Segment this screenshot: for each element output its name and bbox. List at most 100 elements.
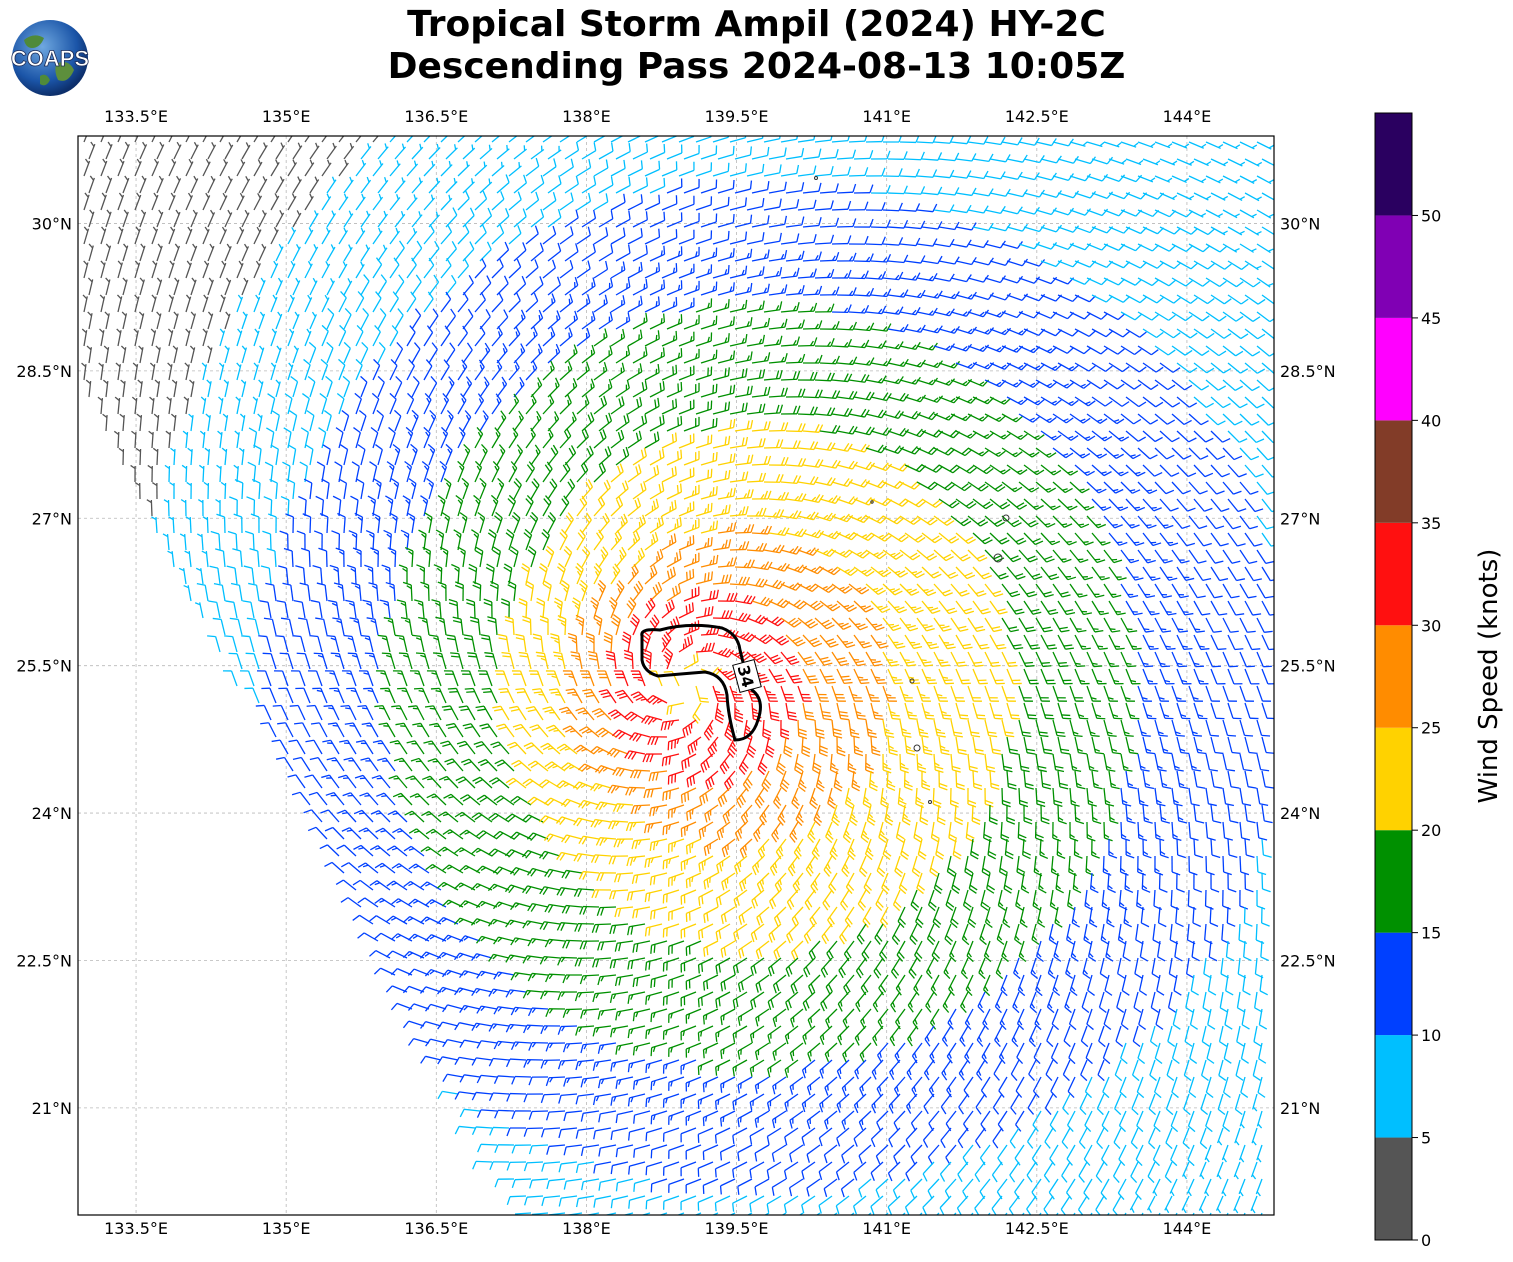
wind-barb: [462, 207, 475, 228]
wind-barb: [1147, 1195, 1156, 1214]
wind-barb: [695, 537, 713, 551]
wind-barb: [1086, 277, 1109, 286]
wind-barb: [185, 260, 192, 279]
wind-barb: [477, 511, 486, 534]
wind-barb: [1256, 209, 1274, 219]
wind-barb: [576, 260, 591, 279]
wind-barb: [945, 1110, 957, 1132]
wind-barb: [522, 778, 544, 789]
wind-barb: [712, 367, 730, 381]
wind-barb: [1120, 481, 1141, 494]
wind-barb: [662, 889, 680, 904]
wind-barb: [697, 923, 714, 940]
wind-barb: [1120, 685, 1135, 702]
wind-barb: [734, 632, 757, 643]
wind-barb: [1171, 685, 1186, 702]
wind-barb: [1137, 209, 1160, 218]
wind-barb: [1193, 600, 1211, 616]
wind-barb: [1040, 362, 1062, 372]
wind-barb: [941, 1059, 952, 1081]
wind-barb: [1159, 838, 1169, 859]
wind-barb: [766, 1161, 782, 1179]
wind-barb: [763, 651, 784, 665]
wind-barb: [921, 668, 938, 685]
wind-barb: [1244, 668, 1260, 685]
wind-barb: [836, 736, 846, 757]
wind-barb: [187, 447, 193, 466]
wind-barb: [650, 1144, 668, 1159]
wind-barb: [1052, 821, 1062, 842]
wind-barb: [596, 872, 617, 882]
wind-barb: [1137, 821, 1148, 842]
wind-barb: [305, 739, 323, 755]
wind-barb: [1001, 617, 1019, 633]
wind-barb: [371, 512, 381, 534]
wind-barb: [780, 475, 802, 485]
wind-barb: [1188, 481, 1208, 495]
wind-barb: [1074, 634, 1091, 650]
wind-barb: [908, 957, 918, 979]
wind-barb: [1239, 617, 1256, 633]
wind-barb: [734, 489, 754, 500]
wind-barb: [632, 312, 648, 330]
wind-barb: [972, 464, 994, 475]
wind-barb: [428, 177, 441, 194]
wind-barb: [1193, 498, 1213, 512]
wind-barb: [715, 923, 731, 941]
wind-barb: [430, 687, 447, 704]
wind-barb: [721, 872, 736, 891]
wind-barb: [831, 373, 853, 383]
wind-barb: [574, 957, 595, 967]
wind-barb: [912, 1008, 923, 1030]
wind-barb: [547, 209, 562, 228]
wind-barb: [1120, 821, 1130, 842]
wind-barb: [445, 241, 457, 262]
wind-barb: [645, 1127, 663, 1142]
wind-barb: [732, 1161, 748, 1178]
wind-barb: [1244, 260, 1262, 271]
wind-barb: [440, 160, 453, 177]
wind-barb: [1006, 566, 1026, 580]
wind-barb: [855, 957, 867, 979]
wind-barb: [1243, 940, 1252, 962]
wind-barb: [894, 855, 904, 878]
wind-barb: [457, 426, 466, 449]
wind-barb: [372, 358, 381, 381]
wind-barb: [615, 413, 630, 432]
wind-barb: [564, 478, 576, 500]
wind-barb: [907, 1025, 918, 1047]
wind-barb: [1256, 821, 1268, 841]
wind-barb: [610, 530, 623, 551]
wind-barb: [749, 1161, 765, 1179]
wind-barb: [933, 169, 955, 179]
wind-barb: [1188, 311, 1210, 322]
wind-barb: [574, 922, 595, 932]
wind-barb: [1142, 430, 1163, 443]
wind-barb: [802, 634, 823, 648]
wind-barb: [491, 224, 505, 245]
wind-barb: [1089, 1212, 1093, 1215]
wind-barb: [1171, 277, 1193, 287]
wind-barb: [1205, 821, 1216, 841]
wind-barb: [168, 192, 176, 211]
wind-barb: [387, 547, 397, 568]
wind-barb: [768, 668, 786, 684]
wind-barb: [457, 161, 470, 177]
wind-barb: [729, 265, 748, 279]
wind-barb: [1120, 174, 1143, 183]
wind-barb: [955, 326, 978, 335]
wind-barb: [797, 337, 818, 347]
wind-barb: [507, 494, 517, 517]
wind-barb: [597, 940, 617, 951]
wind-barb: [865, 271, 887, 280]
wind-barb: [1199, 1127, 1208, 1150]
wind-barb: [680, 1025, 697, 1041]
wind-barb: [474, 460, 483, 483]
wind-barb: [376, 409, 384, 432]
wind-barb: [968, 872, 978, 894]
wind-barb: [1222, 753, 1236, 772]
wind-barb: [1171, 413, 1192, 426]
wind-barb: [335, 547, 345, 568]
wind-barb: [746, 1212, 753, 1215]
wind-barb: [917, 838, 927, 860]
